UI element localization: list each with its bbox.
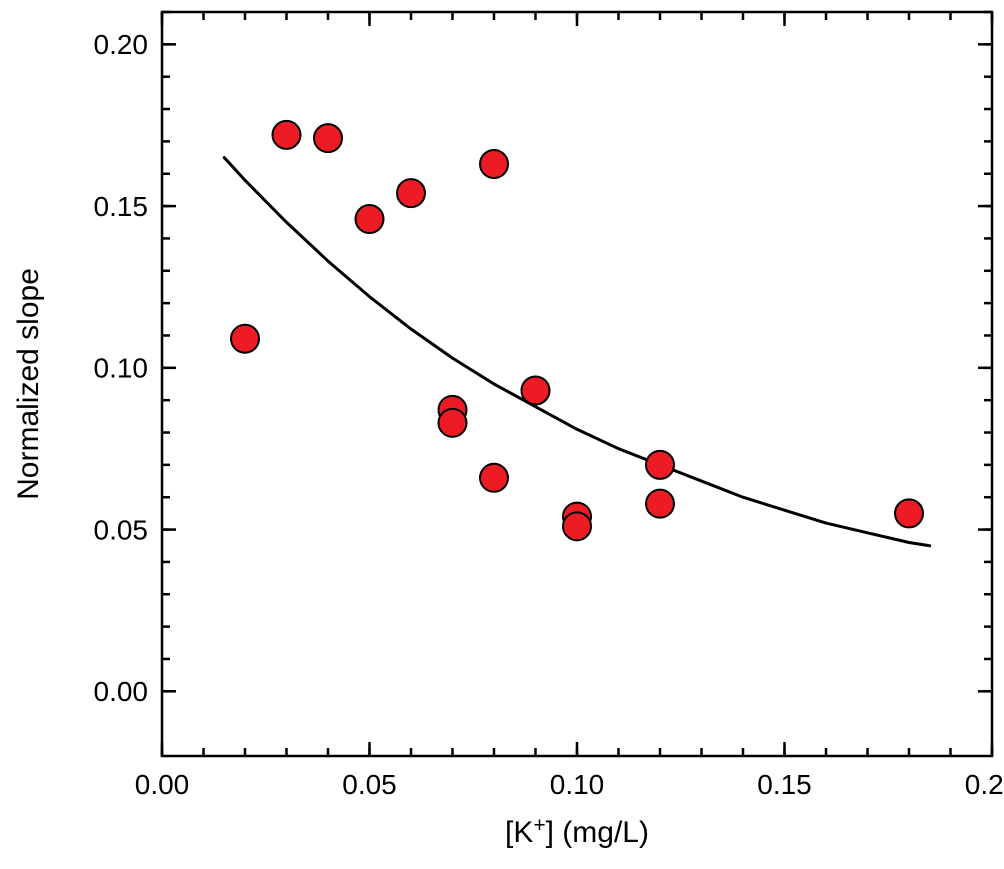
data-point: [646, 451, 674, 479]
x-tick-label: 0.00: [135, 769, 190, 800]
x-tick-label: 0.20: [965, 769, 1004, 800]
data-point: [231, 325, 259, 353]
scatter-chart-figure: 0.00 0.05 0.10 0.15 0.20 0.00 0.05 0.10 0.15 0.20…: [0, 0, 1004, 869]
data-point: [563, 512, 591, 540]
x-tick-label: 0.15: [757, 769, 812, 800]
y-tick-label: 0.20: [94, 29, 149, 60]
x-axis-label: [K+] (mg/L): [505, 814, 649, 849]
y-axis-label: Normalized slope: [12, 268, 45, 500]
fit-curve: [224, 158, 930, 546]
data-point: [480, 464, 508, 492]
data-point: [646, 490, 674, 518]
data-point: [273, 121, 301, 149]
data-point: [356, 205, 384, 233]
data-point: [397, 179, 425, 207]
y-tick-label: 0.10: [94, 353, 149, 384]
y-tick-label: 0.15: [94, 191, 149, 222]
data-point: [480, 150, 508, 178]
y-tick-label: 0.00: [94, 676, 149, 707]
data-point: [314, 124, 342, 152]
chart-svg: 0.00 0.05 0.10 0.15 0.20 0.00 0.05 0.10 0.15 0.20…: [0, 0, 1004, 869]
x-tick-label: 0.05: [342, 769, 397, 800]
x-tick-label: 0.10: [550, 769, 605, 800]
data-point: [895, 499, 923, 527]
y-tick-label: 0.05: [94, 514, 149, 545]
data-point: [522, 376, 550, 404]
data-point: [439, 409, 467, 437]
